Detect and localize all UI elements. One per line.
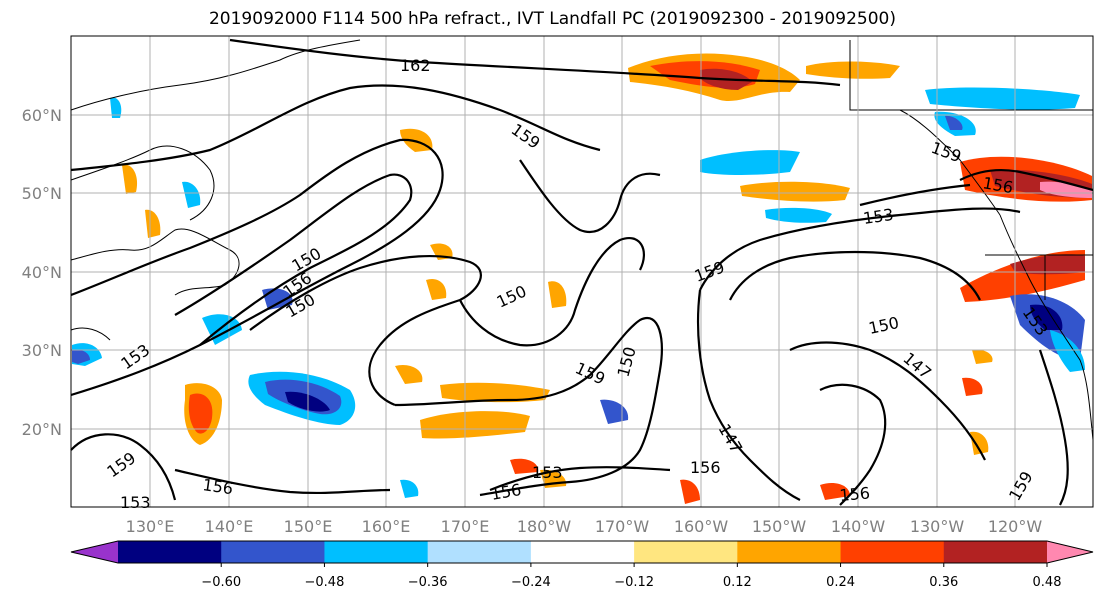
colorbar-segment (221, 541, 325, 563)
colorbar-tick-label: −0.60 (201, 575, 241, 590)
longitude-labels: 130°E 140°E 150°E 160°E 170°E 180°W 170°… (126, 517, 1043, 536)
shading-layer (72, 53, 1092, 504)
lat-label: 20°N (22, 420, 62, 439)
lon-label: 170°E (441, 517, 490, 536)
contour-lines (70, 38, 1094, 506)
contour-label: 153 (120, 493, 151, 512)
contour-label: 156 (690, 458, 721, 477)
colorbar-tick-label: −0.12 (614, 575, 654, 590)
lon-label: 150°E (284, 517, 333, 536)
colorbar-tick-label: 0.36 (929, 575, 958, 590)
colorbar: −0.60 −0.48 −0.36 −0.24 −0.12 0.12 0.24 0.36 0.4… (70, 540, 1094, 590)
map-frame (70, 35, 1094, 508)
lat-label: 30°N (22, 341, 62, 360)
graticule (71, 36, 1093, 507)
lon-label: 160°W (674, 517, 729, 536)
lon-label: 170°W (595, 517, 650, 536)
lat-label: 40°N (22, 263, 62, 282)
map-title: 2019092000 F114 500 hPa refract., IVT La… (208, 9, 896, 29)
colorbar-extend-high (1047, 541, 1093, 563)
latitude-labels: 60°N 50°N 40°N 30°N 20°N (22, 106, 62, 439)
lat-label: 60°N (22, 106, 62, 125)
coastline-layer (70, 39, 1094, 441)
colorbar-segment (943, 541, 1048, 563)
colorbar-tick-label: 0.12 (723, 575, 752, 590)
colorbar-segment (530, 541, 635, 563)
colorbar-tick-label: −0.36 (408, 575, 448, 590)
colorbar-segment (840, 541, 945, 563)
contour-label: 156 (201, 475, 234, 498)
colorbar-tick-label: 0.24 (826, 575, 855, 590)
lon-label: 140°E (205, 517, 254, 536)
colorbar-extend-low (71, 541, 118, 563)
colorbar-segment (118, 541, 222, 563)
lon-label: 130°E (126, 517, 175, 536)
colorbar-segment (737, 541, 842, 563)
lat-label: 50°N (22, 184, 62, 203)
colorbar-tick-label: −0.48 (305, 575, 345, 590)
contour-label: 162 (400, 56, 431, 75)
colorbar-segment (427, 541, 532, 563)
lon-label: 160°E (362, 517, 411, 536)
colorbar-segment (324, 541, 429, 563)
lon-label: 150°W (752, 517, 807, 536)
lon-label: 180°W (517, 517, 572, 536)
colorbar-tick-label: −0.24 (511, 575, 551, 590)
contour-label: 156 (839, 483, 871, 505)
colorbar-outline (70, 540, 1094, 564)
lon-label: 130°W (910, 517, 965, 536)
lon-label: 120°W (988, 517, 1043, 536)
contour-label: 153 (532, 463, 563, 482)
colorbar-tick-label: 0.48 (1033, 575, 1062, 590)
contour-label: 153 (862, 205, 895, 228)
lon-label: 140°W (831, 517, 886, 536)
colorbar-segment (634, 541, 738, 563)
